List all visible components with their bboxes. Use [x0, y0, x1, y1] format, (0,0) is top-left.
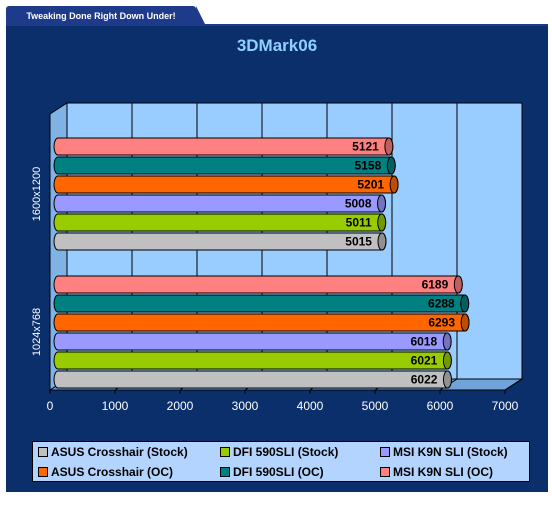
site-tagline-tab: Tweaking Done Right Down Under! [6, 6, 206, 26]
x-tick-label: 2000 [167, 399, 194, 413]
bar-cap [389, 175, 399, 194]
bar-body [53, 370, 452, 389]
legend-item: MSI K9N SLI (Stock) [375, 445, 531, 459]
bar-body [53, 351, 452, 370]
bar-body [53, 275, 463, 294]
bar-cap [386, 156, 396, 175]
category-label: 1024x768 [31, 308, 43, 356]
bar: 5158 [53, 156, 396, 175]
legend-item: DFI 590SLI (OC) [215, 465, 375, 479]
bar-cap [377, 213, 387, 232]
bar-value-label: 5011 [346, 216, 372, 230]
bar-cap [460, 294, 470, 313]
bar: 5121 [53, 137, 394, 156]
bar-value-label: 5008 [345, 197, 372, 211]
bar-value-label: 6189 [422, 278, 449, 292]
legend-item: ASUS Crosshair (OC) [33, 465, 215, 479]
gridline-floor [504, 378, 523, 391]
bar-cap [377, 194, 387, 213]
legend-label: MSI K9N SLI (OC) [393, 465, 494, 479]
bar-value-label: 6022 [411, 373, 438, 387]
bar-cap [377, 232, 387, 251]
legend-swatch [220, 467, 230, 477]
x-tick-label: 7000 [492, 399, 519, 413]
legend-swatch [38, 447, 48, 457]
bar-value-label: 6018 [410, 335, 437, 349]
bar-value-label: 6021 [411, 354, 438, 368]
bar-body [53, 156, 396, 175]
bar-cap [442, 332, 452, 351]
bar: 6293 [53, 313, 470, 332]
bar: 6288 [53, 294, 470, 313]
legend-swatch [38, 467, 48, 477]
bar: 6021 [53, 351, 452, 370]
x-tick-label: 4000 [297, 399, 324, 413]
bar-value-label: 5201 [357, 178, 384, 192]
bar-value-label: 6288 [428, 297, 455, 311]
x-tick-label: 0 [47, 399, 54, 413]
legend-label: ASUS Crosshair (Stock) [51, 445, 188, 459]
x-tick-label: 6000 [427, 399, 454, 413]
bar-body [53, 313, 470, 332]
legend-item: ASUS Crosshair (Stock) [33, 445, 215, 459]
x-tick-label: 5000 [362, 399, 389, 413]
category-label: 1600x1200 [31, 167, 43, 221]
bar-value-label: 5121 [352, 140, 379, 154]
legend-label: DFI 590SLI (OC) [233, 465, 324, 479]
bar: 5015 [53, 232, 387, 251]
bar-body [53, 194, 386, 213]
bar-body [53, 213, 387, 232]
x-tick-label: 3000 [232, 399, 259, 413]
site-tagline: Tweaking Done Right Down Under! [26, 11, 176, 21]
bar-cap [453, 275, 463, 294]
bar-cap [442, 370, 452, 389]
legend-swatch [380, 467, 390, 477]
legend-swatch [220, 447, 230, 457]
bar-body [53, 137, 394, 156]
bar-value-label: 5158 [355, 159, 382, 173]
bar-cap [442, 351, 452, 370]
legend-label: DFI 590SLI (Stock) [233, 445, 339, 459]
legend-label: ASUS Crosshair (OC) [51, 465, 174, 479]
bar-body [53, 294, 470, 313]
bar: 5011 [53, 213, 387, 232]
bar: 6022 [53, 370, 452, 389]
bar-cap [384, 137, 394, 156]
legend-swatch [380, 447, 390, 457]
legend-item: DFI 590SLI (Stock) [215, 445, 375, 459]
bar: 6018 [53, 332, 452, 351]
bar-value-label: 6293 [428, 316, 455, 330]
bar: 5008 [53, 194, 387, 213]
bar-body [53, 232, 387, 251]
bar-value-label: 5015 [345, 235, 372, 249]
legend-item: MSI K9N SLI (OC) [375, 465, 531, 479]
bar-cap [460, 313, 470, 332]
bar-body [53, 175, 399, 194]
legend-label: MSI K9N SLI (Stock) [393, 445, 508, 459]
bar: 5201 [53, 175, 399, 194]
chart-title: 3DMark06 [236, 36, 318, 55]
x-tick-label: 1000 [102, 399, 129, 413]
chart-legend: ASUS Crosshair (Stock) DFI 590SLI (Stock)… [32, 441, 530, 482]
header-rule [6, 24, 548, 26]
bar-body [53, 332, 452, 351]
bar: 6189 [53, 275, 463, 294]
